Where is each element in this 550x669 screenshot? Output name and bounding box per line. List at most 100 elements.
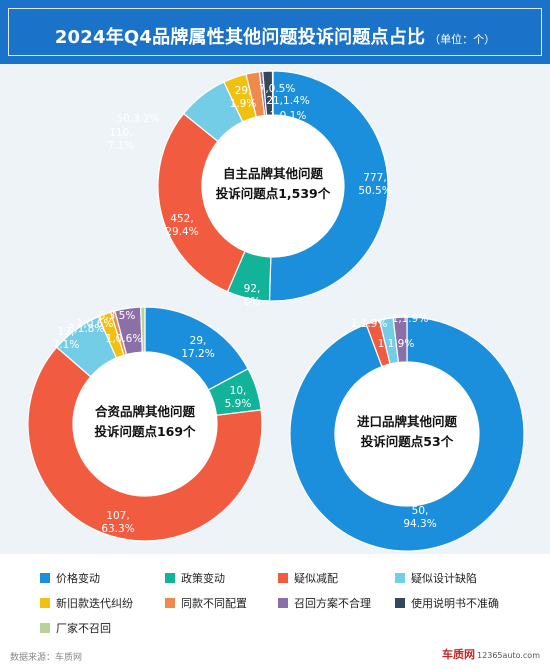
data-label-line: 7,0.5%: [259, 83, 296, 95]
legend-swatch: [395, 598, 405, 608]
slice-价格变动: [289, 316, 525, 552]
data-label: 50, 94.3%: [403, 505, 436, 530]
data-label: 6,3.5%: [99, 310, 136, 322]
data-label-line: 12,: [58, 326, 75, 338]
data-label-line: 6%: [244, 296, 261, 308]
unit-label: （单位：个）: [429, 33, 496, 46]
donut-hole: [73, 352, 217, 496]
data-label-line: 7.1%: [108, 140, 135, 152]
data-label: 29, 17.2%: [181, 335, 214, 360]
legend-item: 价格变动: [40, 570, 100, 586]
data-label-line: 452,: [170, 213, 193, 225]
data-label: 12, 7.1%: [53, 326, 80, 351]
center-label: 投诉问题点1,539个: [216, 186, 331, 201]
legend-item: 新旧款迭代纠纷: [40, 595, 133, 611]
data-label: 50,3.2%: [116, 113, 159, 125]
data-label: 1,0.6%: [77, 318, 114, 330]
legend-swatch: [40, 573, 50, 583]
data-label: 1,0.1%: [270, 110, 307, 122]
data-label-line: 1,0.1%: [270, 110, 307, 122]
legend-swatch: [165, 598, 175, 608]
legend-item: 政策变动: [165, 570, 225, 586]
data-label-line: 94.3%: [403, 518, 436, 530]
data-label: 110, 7.1%: [108, 127, 135, 152]
legend-label: 召回方案不合理: [294, 597, 371, 610]
data-label: 3,1.8%: [68, 323, 105, 335]
data-label-line: 29,: [235, 85, 252, 97]
data-label-line: 10,: [230, 385, 247, 397]
page-title: 2024年Q4品牌属性其他问题投诉问题点占比: [54, 27, 426, 48]
data-label-line: 21,1.4%: [266, 95, 309, 107]
charts-area: 自主品牌其他问题 投诉问题点1,539个 777, 50.5% 92, 6% 452, 29.…: [0, 64, 550, 554]
legend-label: 价格变动: [56, 572, 100, 585]
watermark: 车质网 12365auto.com: [442, 646, 540, 662]
header: 2024年Q4品牌属性其他问题投诉问题点占比 （单位：个）: [0, 0, 550, 64]
legend-label: 厂家不召回: [56, 622, 111, 635]
legend-swatch: [40, 598, 50, 608]
header-frame: [8, 8, 542, 56]
data-label-line: 1.9%: [230, 98, 257, 110]
data-label: 107, 63.3%: [101, 510, 134, 535]
data-label: 1,1.9%: [351, 318, 388, 330]
legend-swatch: [278, 598, 288, 608]
legend-label: 疑似减配: [294, 572, 338, 585]
watermark-url: 12365auto.com: [477, 651, 540, 660]
watermark-brand: 车质网: [442, 648, 476, 661]
legend-label: 同款不同配置: [181, 597, 247, 610]
data-label-line: 50,: [412, 505, 429, 517]
data-label-line: 107,: [106, 510, 129, 522]
data-label: 7,0.5%: [259, 83, 296, 95]
donut-hole: [335, 362, 479, 506]
data-label: 777, 50.5%: [358, 172, 391, 197]
data-label-line: 5.9%: [225, 398, 252, 410]
donut-hole: [202, 115, 344, 257]
data-label-line: 1,1.9%: [392, 313, 429, 325]
data-label: 92, 6%: [244, 283, 261, 308]
data-label-line: 63.3%: [101, 523, 134, 535]
data-label: 1,1.9%: [378, 338, 415, 350]
data-label-line: 1,1.9%: [378, 338, 415, 350]
legend-label: 使用说明书不准确: [411, 597, 499, 610]
data-label-line: 50.5%: [358, 185, 391, 197]
data-label-line: 777,: [363, 172, 386, 184]
center-label: 合资品牌其他问题: [95, 404, 196, 419]
center-label: 自主品牌其他问题: [223, 166, 324, 181]
center-label: 投诉问题点169个: [94, 424, 196, 439]
legend-item: 厂家不召回: [40, 620, 111, 636]
data-label-line: 1,0.6%: [77, 318, 114, 330]
data-source: 数据来源：车质网: [10, 653, 83, 663]
data-label-line: 110,: [109, 127, 132, 139]
data-label-line: 3,1.8%: [68, 323, 105, 335]
data-label-line: 29.4%: [165, 226, 198, 238]
data-label-line: 50,3.2%: [116, 113, 159, 125]
legend-swatch: [278, 573, 288, 583]
data-label: 1,0.6%: [106, 333, 143, 345]
data-label-line: 17.2%: [181, 348, 214, 360]
data-label-line: 7.1%: [53, 339, 80, 351]
legend-item: 同款不同配置: [165, 595, 247, 611]
data-label: 452, 29.4%: [165, 213, 198, 238]
data-label: 29, 1.9%: [230, 85, 257, 110]
data-label-line: 29,: [190, 335, 207, 347]
data-label: 21,1.4%: [266, 95, 309, 107]
legend-label: 疑似设计缺陷: [411, 572, 477, 585]
data-label-line: 6,3.5%: [99, 310, 136, 322]
legend: 价格变动 政策变动 疑似减配 疑似设计缺陷新旧款迭代纠纷 同款不同配置 召回方案不合理 使用…: [40, 570, 540, 640]
legend-item: 使用说明书不准确: [395, 595, 499, 611]
data-label: 1,1.9%: [392, 313, 429, 325]
legend-swatch: [395, 573, 405, 583]
legend-item: 召回方案不合理: [278, 595, 371, 611]
center-label: 进口品牌其他问题: [357, 414, 458, 429]
legend-label: 政策变动: [181, 572, 225, 585]
data-label-line: 1,1.9%: [351, 318, 388, 330]
data-label-line: 92,: [244, 283, 261, 295]
data-label-line: 1,0.6%: [106, 333, 143, 345]
legend-item: 疑似减配: [278, 570, 338, 586]
center-label: 投诉问题点53个: [361, 434, 454, 449]
data-label: 10, 5.9%: [225, 385, 252, 410]
